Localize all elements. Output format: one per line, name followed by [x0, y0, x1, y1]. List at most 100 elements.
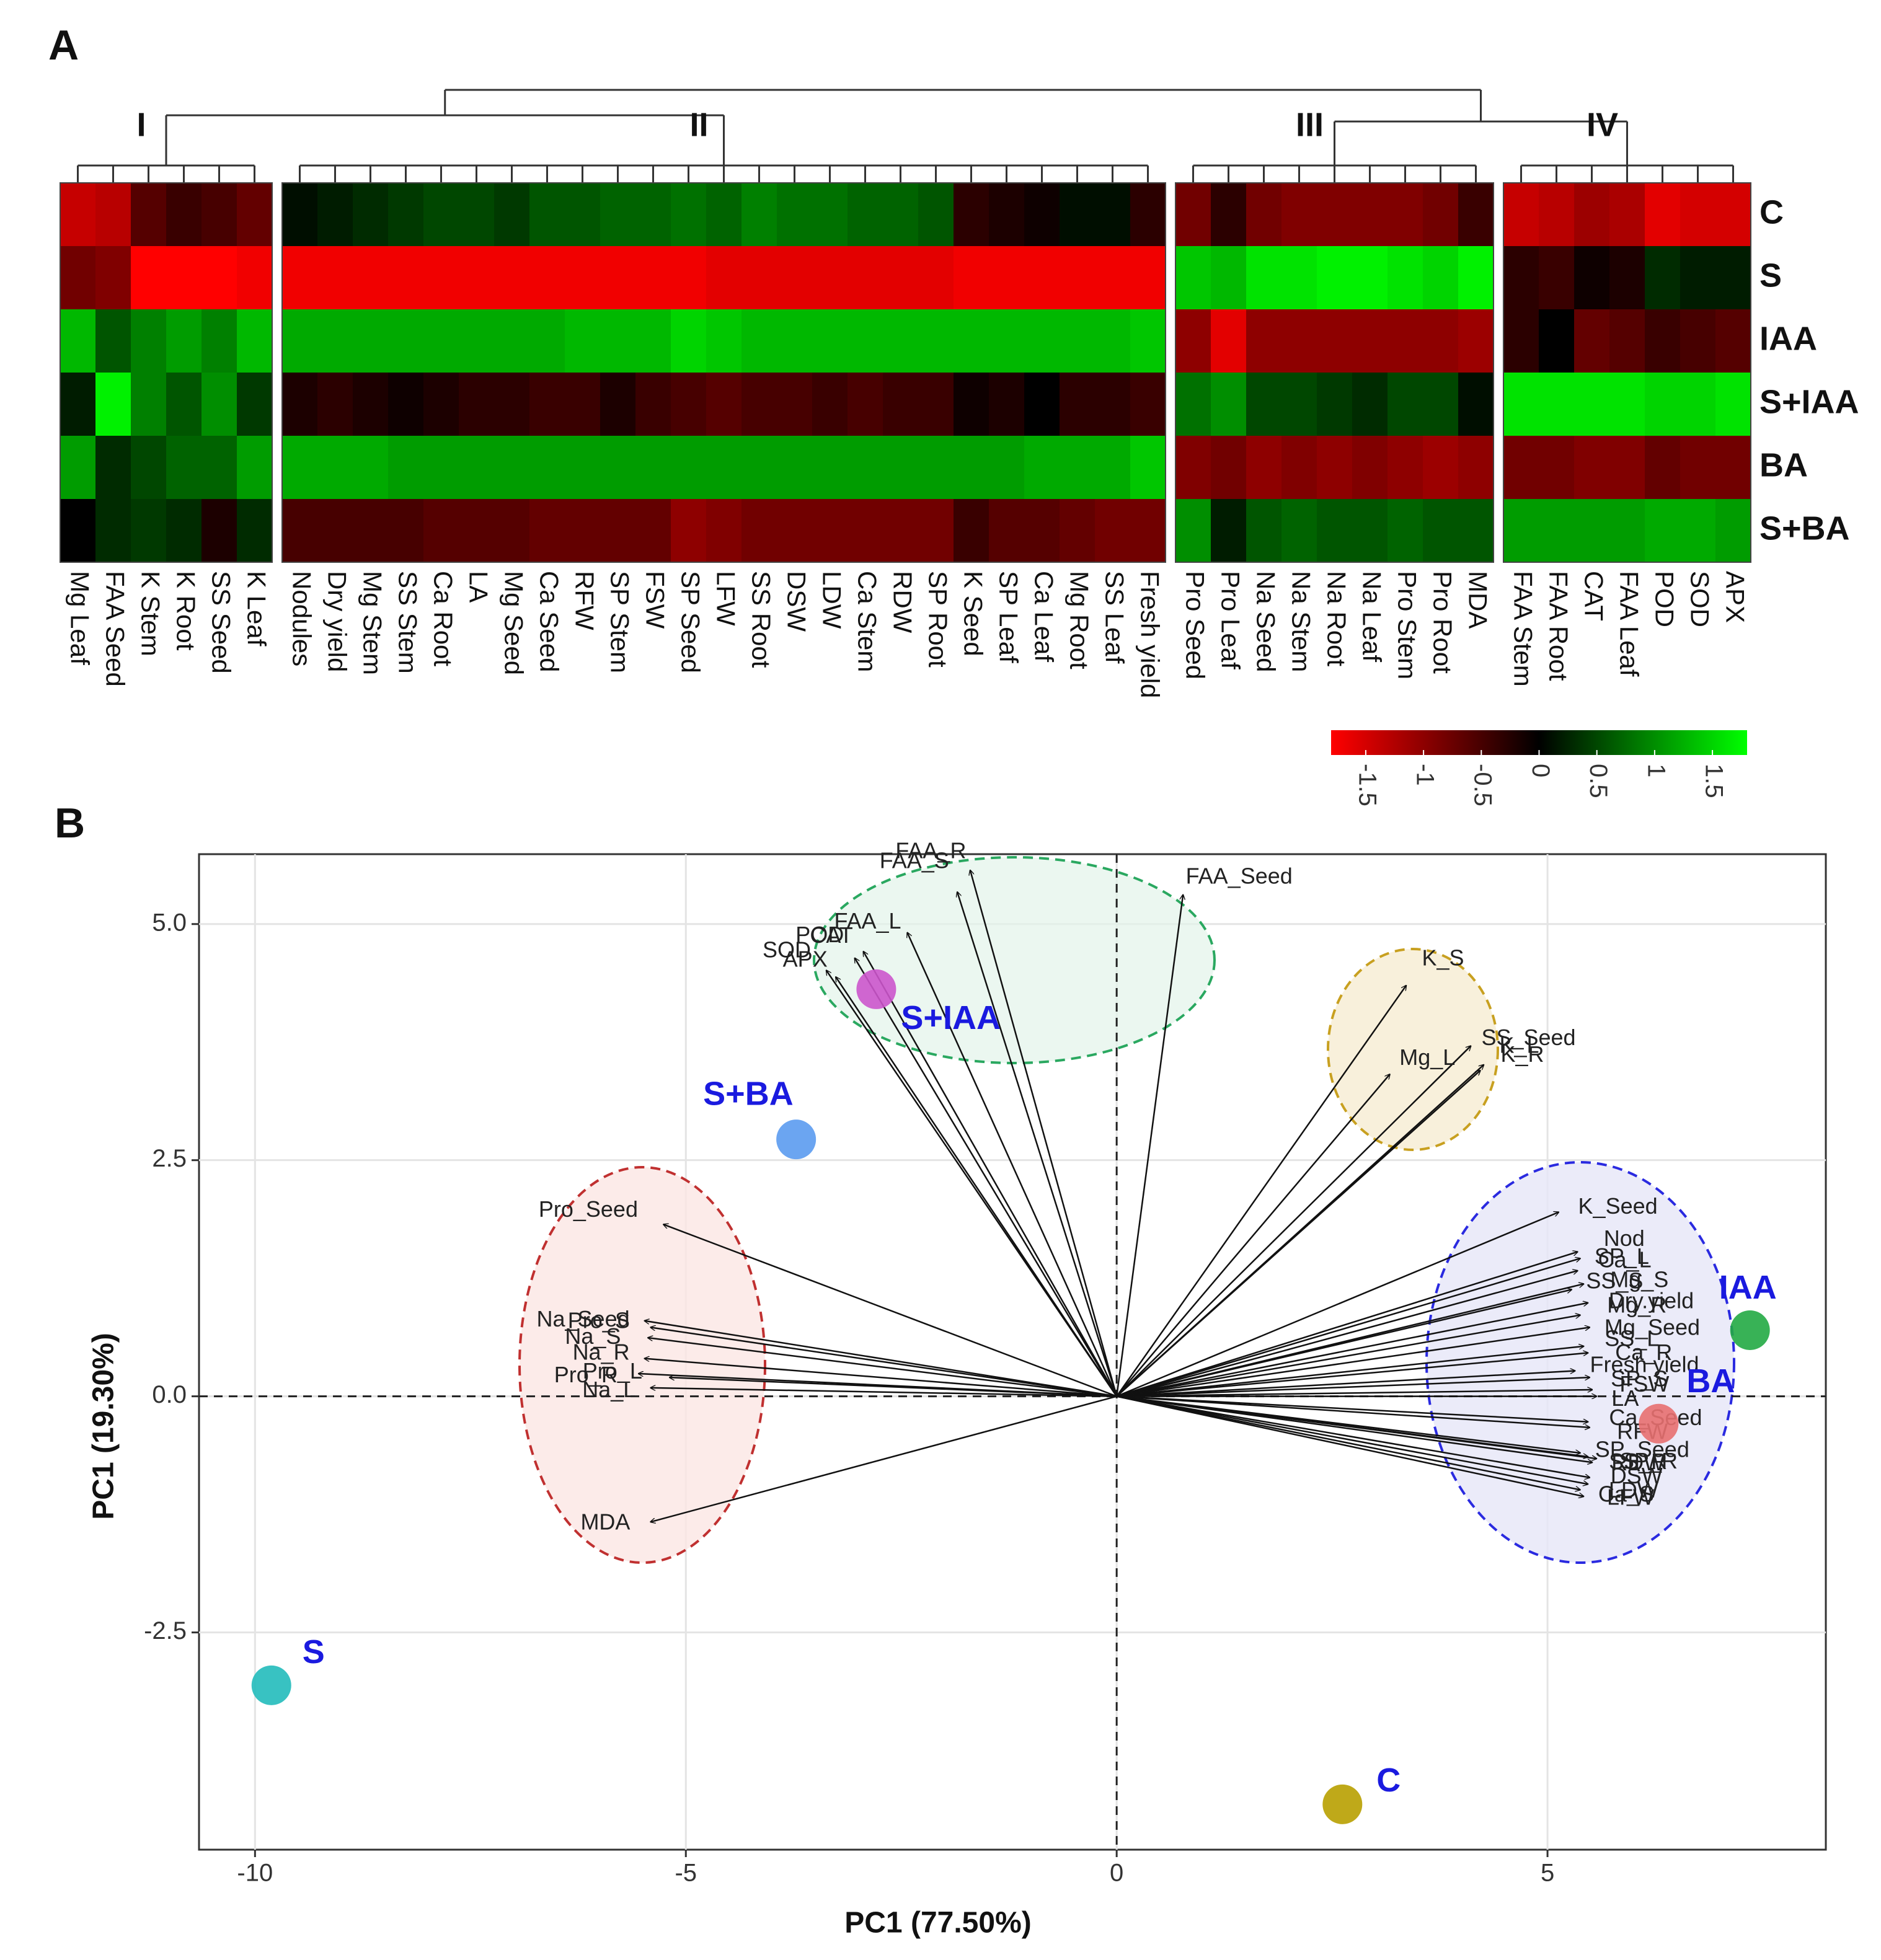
heatmap-cell — [494, 183, 530, 247]
heatmap-cell — [353, 499, 389, 563]
group-label: I — [136, 106, 146, 143]
heatmap-cell — [95, 373, 131, 436]
heatmap-cell — [1060, 436, 1095, 500]
heatmap-cell — [1095, 499, 1131, 563]
loading-label: SP_Seed — [1595, 1436, 1689, 1462]
loading-label: Pro_L — [583, 1358, 642, 1384]
heatmap-cell — [317, 436, 353, 500]
heatmap-cell — [237, 183, 273, 247]
heatmap-cell — [459, 183, 495, 247]
loading-label: K_R — [1500, 1041, 1544, 1067]
loading-label: DSW — [1611, 1463, 1663, 1488]
heatmap-cell — [1246, 309, 1282, 373]
column-label: Na Seed — [1251, 571, 1280, 672]
heatmap-cell — [1574, 309, 1610, 373]
column-label: FAA Root — [1544, 571, 1573, 681]
heatmap-cell — [1574, 499, 1610, 563]
column-label: Pro Stem — [1392, 571, 1422, 679]
column-label: Mg Root — [1064, 571, 1094, 669]
heatmap-cell — [954, 373, 989, 436]
heatmap-cell — [388, 499, 424, 563]
column-label: Ca Stem — [852, 571, 882, 672]
heatmap-cell — [1503, 499, 1539, 563]
y-tick-label: -2.5 — [144, 1617, 187, 1644]
heatmap-cell — [1211, 183, 1247, 247]
row-label: BA — [1759, 446, 1808, 483]
heatmap-cell — [1458, 499, 1494, 563]
row-label: S — [1759, 257, 1782, 294]
loading-arrow — [645, 1359, 1117, 1397]
heatmap-cell — [706, 309, 742, 373]
heatmap-cell — [848, 499, 883, 563]
heatmap-cell — [317, 499, 353, 563]
heatmap-cell — [60, 499, 96, 563]
loading-arrow — [1116, 1289, 1572, 1397]
sample-point — [1639, 1403, 1679, 1444]
heatmap-cell — [459, 436, 495, 500]
heatmap-cell — [1609, 309, 1645, 373]
heatmap-cell — [1281, 246, 1317, 310]
loading-arrow — [855, 958, 1118, 1397]
heatmap-cell — [565, 309, 601, 373]
column-label: DSW — [782, 571, 811, 632]
heatmap-cell — [600, 499, 636, 563]
heatmap-cell — [353, 373, 389, 436]
loading-label: APX — [783, 947, 828, 972]
loading-arrow — [1116, 1303, 1588, 1397]
heatmap-cell — [1211, 499, 1247, 563]
heatmap-cell — [706, 499, 742, 563]
loading-label: Na_S — [565, 1323, 621, 1349]
loading-arrow — [650, 1388, 1117, 1397]
heatmap-cell — [954, 436, 989, 500]
heatmap-cell — [317, 309, 353, 373]
loading-arrow — [1117, 1395, 1596, 1459]
heatmap-cell — [1246, 246, 1282, 310]
heatmap-cell — [1175, 183, 1211, 247]
loading-arrow — [1116, 1046, 1471, 1397]
loading-arrow — [1117, 1353, 1588, 1397]
heatmap-cell — [529, 309, 565, 373]
heatmap-cell — [635, 499, 671, 563]
heatmap-cell — [201, 246, 237, 310]
column-label: Ca Leaf — [1029, 571, 1058, 662]
loading-arrow — [1117, 1395, 1588, 1422]
column-label: Mg Seed — [499, 571, 528, 675]
x-tick-label: -5 — [675, 1860, 697, 1887]
heatmap-cell — [166, 436, 202, 500]
loading-label: FAA_L — [834, 908, 901, 934]
heatmap-cell — [201, 183, 237, 247]
column-label: SS Seed — [206, 571, 236, 674]
panel-label: A — [48, 22, 79, 69]
heatmap-cell — [1130, 309, 1166, 373]
heatmap-cell — [459, 499, 495, 563]
heatmap-cell — [671, 436, 707, 500]
heatmap-cell — [1281, 309, 1317, 373]
colorbar-tick-label: 1 — [1642, 764, 1670, 777]
heatmap-cell — [1352, 309, 1388, 373]
heatmap-cell — [282, 183, 318, 247]
heatmap-cell — [201, 373, 237, 436]
heatmap-cell — [1423, 309, 1459, 373]
heatmap-cell — [1539, 183, 1575, 247]
heatmap-cell — [353, 309, 389, 373]
loading-arrow — [1116, 1395, 1588, 1485]
sample-point — [251, 1665, 291, 1705]
heatmap-cell — [1175, 499, 1211, 563]
heatmap-cell — [1095, 246, 1131, 310]
heatmap-cell — [989, 499, 1025, 563]
loading-arrow — [1116, 986, 1406, 1397]
loading-label: SP_L — [1595, 1243, 1649, 1269]
heatmap-cell — [1574, 436, 1610, 500]
cluster-ellipse — [813, 856, 1216, 1064]
heatmap-cell — [1024, 309, 1060, 373]
heatmap-cell — [1645, 309, 1681, 373]
heatmap-cell — [777, 246, 813, 310]
heatmap-cell — [1574, 373, 1610, 436]
loading-arrow — [1116, 1395, 1580, 1490]
heatmap-cell — [883, 373, 919, 436]
heatmap-cell — [1539, 309, 1575, 373]
heatmap-cell — [954, 499, 989, 563]
heatmap-cell — [131, 309, 167, 373]
heatmap-cell — [1423, 436, 1459, 500]
loading-arrow — [670, 1377, 1117, 1397]
